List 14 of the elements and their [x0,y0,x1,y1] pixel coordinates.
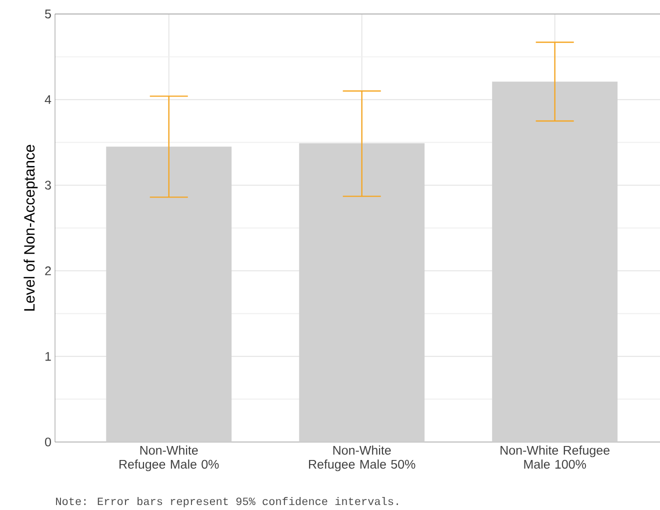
y-tick-label: 0 [45,438,51,446]
text: Note: Error bars represent 95% confidence intervals. [56,497,398,508]
bar [106,146,232,442]
bar [492,82,618,442]
x-tick-label: Non-White Refugee Male 0% [120,446,219,472]
y-axis-title: Level of Non-Acceptance [24,144,38,311]
bar [299,143,425,442]
y-tick-label: 5 [45,10,51,18]
y-tick-label: 1 [45,352,51,361]
y-tick-label: 3 [44,180,51,190]
y-tick-label: 2 [45,266,51,276]
x-tick-label: Non-White Refugee Male 100% [500,446,610,469]
x-tick-label: Non-White Refugee Male 50% [309,446,416,472]
y-tick-label: 4 [44,95,52,104]
